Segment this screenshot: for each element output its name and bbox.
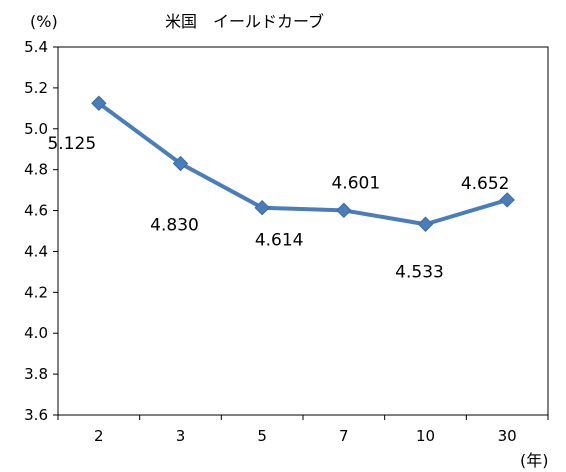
data-point-marker [172, 155, 189, 172]
data-point-marker [417, 216, 434, 232]
data-label: 4.601 [331, 173, 380, 193]
y-tick-label: 5.0 [24, 120, 48, 138]
y-tick-label: 4.6 [24, 202, 48, 220]
data-label: 4.652 [461, 174, 510, 194]
x-axis: 2 3 5 7 10 30 [57, 415, 549, 445]
y-tick-label: 3.8 [24, 365, 48, 383]
y-tick-label: 5.4 [24, 38, 48, 56]
data-label: 4.533 [395, 262, 444, 282]
y-tick-label: 5.2 [24, 79, 48, 97]
y-tick-label: 4.0 [24, 324, 48, 342]
x-tick-label: 3 [176, 427, 186, 445]
data-point-marker [499, 192, 515, 208]
x-tick-label: 5 [257, 427, 267, 445]
y-axis-unit-label: (%) [30, 12, 58, 31]
y-tick-label: 4.8 [24, 161, 48, 179]
y-axis: 3.6 3.8 4.0 4.2 4.4 4.6 4.8 5.0 5.2 5.4 [24, 38, 58, 424]
x-tick-label: 30 [498, 427, 517, 445]
data-label: 4.830 [150, 216, 199, 236]
data-point-marker [254, 199, 270, 216]
y-tick-label: 4.2 [24, 283, 48, 301]
series-line [97, 101, 508, 227]
x-tick-label: 10 [416, 427, 435, 445]
chart-title: 米国 イールドカーブ [165, 12, 324, 31]
x-tick-label: 2 [94, 427, 104, 445]
data-label: 4.614 [255, 231, 304, 251]
y-tick-label: 4.4 [24, 242, 48, 260]
data-point-marker [91, 95, 107, 111]
data-label: 5.125 [47, 134, 96, 154]
x-tick-label: 7 [339, 427, 349, 445]
y-tick-label: 3.6 [24, 406, 48, 424]
series-group: 5.125 4.830 4.614 4.601 4.533 4.652 [47, 95, 515, 282]
x-axis-unit-label: (年) [520, 451, 549, 470]
data-point-marker [336, 202, 352, 219]
